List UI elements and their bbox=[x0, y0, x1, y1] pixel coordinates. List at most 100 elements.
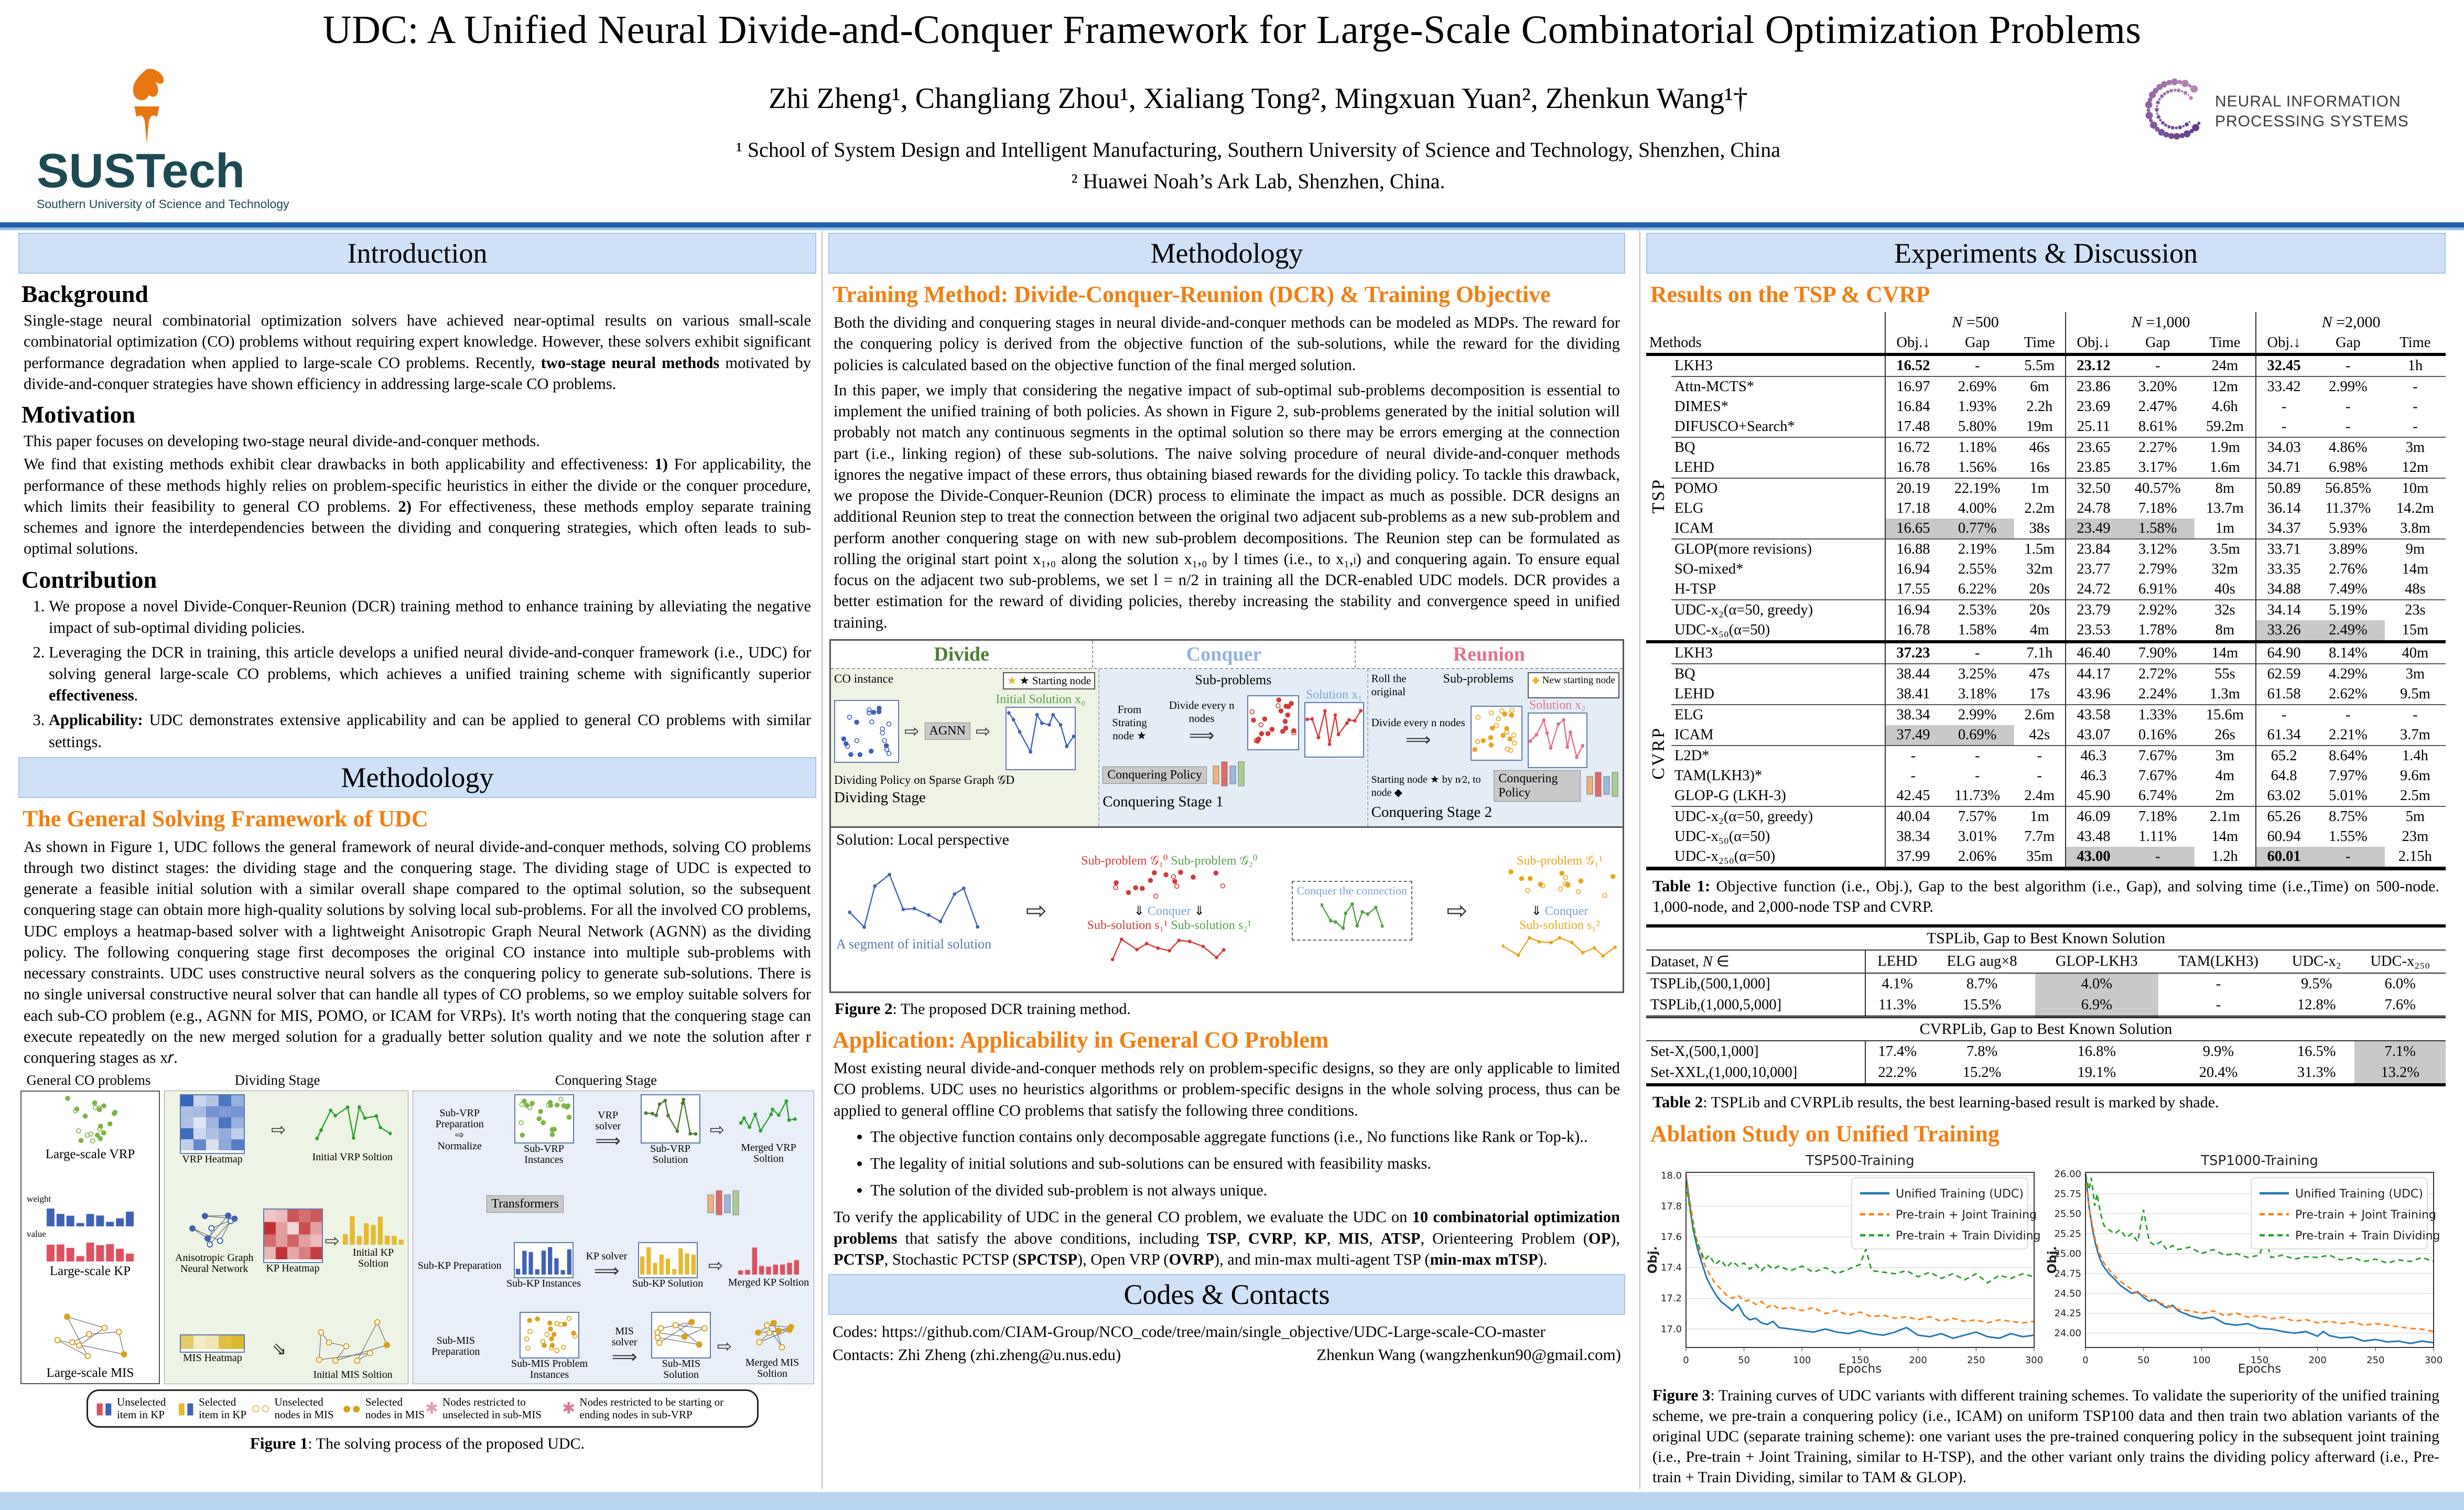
svg-text:25.75: 25.75 bbox=[2054, 1189, 2081, 1200]
subsolution-zigzag-icon bbox=[1109, 937, 1229, 967]
motivation-p2: We find that existing methods exhibit cl… bbox=[24, 455, 811, 558]
column-separator-2 bbox=[1639, 231, 1640, 1489]
svg-text:0: 0 bbox=[1683, 1355, 1689, 1366]
svg-text:17.6: 17.6 bbox=[1661, 1232, 1682, 1243]
github-link[interactable]: https://github.com/CIAM-Group/NCO_code/t… bbox=[881, 1322, 1546, 1341]
restricted-submis-icon: ✱ bbox=[425, 1399, 439, 1417]
contacts-line: Contacts: Zhi Zheng (zhi.zheng@u.nus.edu… bbox=[833, 1345, 1621, 1364]
svg-text:100: 100 bbox=[2192, 1355, 2210, 1366]
mis-unselected-icon: ○○ bbox=[251, 1399, 271, 1417]
svg-text:25.25: 25.25 bbox=[2054, 1228, 2081, 1239]
divide-header: Divide bbox=[934, 643, 989, 665]
svg-text:Obj.: Obj. bbox=[2046, 1246, 2059, 1274]
mis-heatmap bbox=[180, 1334, 245, 1353]
tsp1000-training-chart: 26.00 25.75 25.50 25.25 25.00 24.75 24.50 24.25… bbox=[2046, 1151, 2443, 1379]
svg-text:25.00: 25.00 bbox=[2054, 1248, 2081, 1259]
reunion-subproblems-card bbox=[1470, 705, 1522, 761]
svg-text:17.4: 17.4 bbox=[1661, 1262, 1682, 1273]
svg-text:Pre-train + Joint Training: Pre-train + Joint Training bbox=[1896, 1209, 2037, 1222]
kp-weight-bars-icon bbox=[46, 1209, 135, 1228]
motivation-p1: This paper focuses on developing two-sta… bbox=[24, 432, 541, 450]
section-banner-introduction: Introduction bbox=[18, 233, 816, 274]
svg-text:0: 0 bbox=[2082, 1355, 2088, 1366]
figure1-column-headers: General CO problems Dividing Stage Conqu… bbox=[26, 1072, 657, 1088]
sub-vrp-solution-icon bbox=[640, 1094, 700, 1144]
vrp-scatter-icon bbox=[61, 1096, 119, 1147]
svg-text:Epochs: Epochs bbox=[1839, 1362, 1882, 1376]
svg-text:Epochs: Epochs bbox=[2238, 1362, 2281, 1376]
condition-item: The solution of the divided sub-problem … bbox=[870, 1180, 1620, 1201]
svg-text:17.2: 17.2 bbox=[1661, 1293, 1682, 1304]
initial-solution-scatter bbox=[1005, 706, 1076, 770]
reunion-policy-bars-icon bbox=[1586, 770, 1619, 802]
kp-selected-icon: ▮▮ bbox=[177, 1399, 195, 1417]
figure1-problems-panel: Large-scale VRP weight value Large-scale… bbox=[20, 1091, 160, 1385]
co-instance-scatter bbox=[834, 699, 899, 763]
sub-kp-instances-icon bbox=[514, 1242, 574, 1279]
segment-zigzag-icon bbox=[846, 872, 982, 936]
svg-text:26.00: 26.00 bbox=[2054, 1169, 2081, 1180]
verify-text: To verify the applicability of UDC in th… bbox=[834, 1208, 1620, 1268]
sustech-torch-icon bbox=[115, 67, 330, 148]
transformers-bars-icon bbox=[707, 1189, 740, 1220]
reunion-panel: Roll the original Sub-problems ◆ New sta… bbox=[1367, 668, 1623, 826]
table-1-tsp-cvrp-results: N =500 N =1,000 N =2,000 Methods Obj.↓ Gap Tim… bbox=[1646, 312, 2446, 870]
mis-graph-icon bbox=[51, 1313, 129, 1365]
agnn-graph-icon bbox=[183, 1212, 246, 1252]
conquer-panel: Sub-problems From Strating node ★ Divide… bbox=[1098, 668, 1367, 826]
contribution-item: Leveraging the DCR in training, this art… bbox=[49, 642, 811, 707]
merged-mis-solution-icon bbox=[741, 1320, 804, 1357]
merged-vrp-solution-icon bbox=[737, 1099, 800, 1142]
framework-heading: The General Solving Framework of UDC bbox=[23, 805, 428, 832]
contact-left[interactable]: Contacts: Zhi Zheng (zhi.zheng@u.nus.edu… bbox=[833, 1345, 1121, 1364]
table2-caption: Table 2: TSPLib and CVRPLib results, the… bbox=[1652, 1093, 2219, 1112]
mis-selected-icon: ●● bbox=[342, 1399, 361, 1417]
training-p2: In this paper, we imply that considering… bbox=[834, 381, 1620, 631]
svg-text:Pre-train + Joint Training: Pre-train + Joint Training bbox=[2295, 1209, 2436, 1222]
svg-text:150: 150 bbox=[2251, 1355, 2268, 1366]
section-banner-experiments: Experiments & Discussion bbox=[1646, 233, 2446, 274]
svg-text:300: 300 bbox=[2025, 1355, 2042, 1366]
svg-text:50: 50 bbox=[1738, 1355, 1750, 1366]
header-divider-light bbox=[0, 228, 2464, 230]
condition-item: The objective function contains only dec… bbox=[870, 1126, 1620, 1148]
training-heading: Training Method: Divide-Conquer-Reunion … bbox=[833, 282, 1551, 307]
contribution-list: We propose a novel Divide-Conquer-Reunio… bbox=[24, 596, 811, 753]
svg-text:24.00: 24.00 bbox=[2054, 1328, 2081, 1339]
ablation-heading: Ablation Study on Unified Training bbox=[1650, 1120, 2000, 1147]
training-p1: Both the dividing and conquering stages … bbox=[834, 314, 1620, 374]
svg-text:17.0: 17.0 bbox=[1661, 1323, 1682, 1334]
conquer-solution-card bbox=[1304, 702, 1364, 758]
neurips-wordmark: NEURAL INFORMATION PROCESSING SYSTEMS bbox=[2215, 93, 2409, 130]
svg-text:250: 250 bbox=[2366, 1355, 2384, 1366]
sub-kp-solution-icon bbox=[637, 1242, 698, 1279]
application-text: Most existing neural divide-and-conquer … bbox=[834, 1059, 1620, 1119]
svg-text:Pre-train + Train Dividing: Pre-train + Train Dividing bbox=[1896, 1229, 2041, 1243]
reunion-solution-card bbox=[1527, 712, 1587, 768]
results-heading: Results on the TSP & CVRP bbox=[1650, 282, 1930, 307]
svg-text:300: 300 bbox=[2425, 1355, 2442, 1366]
svg-text:Unified Training (UDC): Unified Training (UDC) bbox=[1896, 1188, 2024, 1201]
sustech-wordmark: SUSTech bbox=[37, 144, 245, 198]
reunion-zigzag-icon bbox=[1500, 936, 1617, 967]
figure1-dividing-panel: VRP Heatmap ⇨ Initial VRP Soltion Anisot… bbox=[164, 1091, 408, 1385]
conquer-policy-bars-icon bbox=[1212, 760, 1246, 791]
contribution-item: We propose a novel Divide-Conquer-Reunio… bbox=[49, 596, 811, 639]
background-heading: Background bbox=[21, 281, 149, 307]
transformers-chip: Transformers bbox=[487, 1195, 564, 1213]
section-banner-methodology-col1: Methodology bbox=[18, 757, 816, 798]
contact-right[interactable]: Zhenkun Wang (wangzhenkun90@gmail.com) bbox=[1316, 1345, 1621, 1364]
sustech-tagline: Southern University of Science and Techn… bbox=[37, 197, 289, 211]
motivation-heading: Motivation bbox=[21, 401, 136, 428]
figure3-caption: Figure 3: Training curves of UDC variant… bbox=[1652, 1385, 2439, 1486]
contribution-item: Applicability: UDC demonstrates extensiv… bbox=[49, 709, 811, 752]
figure-2: Divide Conquer Reunion CO instance ★ ★ S… bbox=[829, 639, 1624, 993]
initial-kp-solution-icon bbox=[342, 1216, 405, 1247]
sub-mis-instances-icon bbox=[520, 1312, 580, 1359]
connection-zigzag-icon bbox=[1320, 902, 1385, 937]
conditions-list: The objective function contains only dec… bbox=[834, 1126, 1620, 1202]
table1-caption: Table 1: Objective function (i.e., Obj.)… bbox=[1652, 877, 2439, 916]
poster-footer-bar bbox=[0, 1492, 2464, 1510]
svg-text:200: 200 bbox=[1909, 1355, 1927, 1366]
